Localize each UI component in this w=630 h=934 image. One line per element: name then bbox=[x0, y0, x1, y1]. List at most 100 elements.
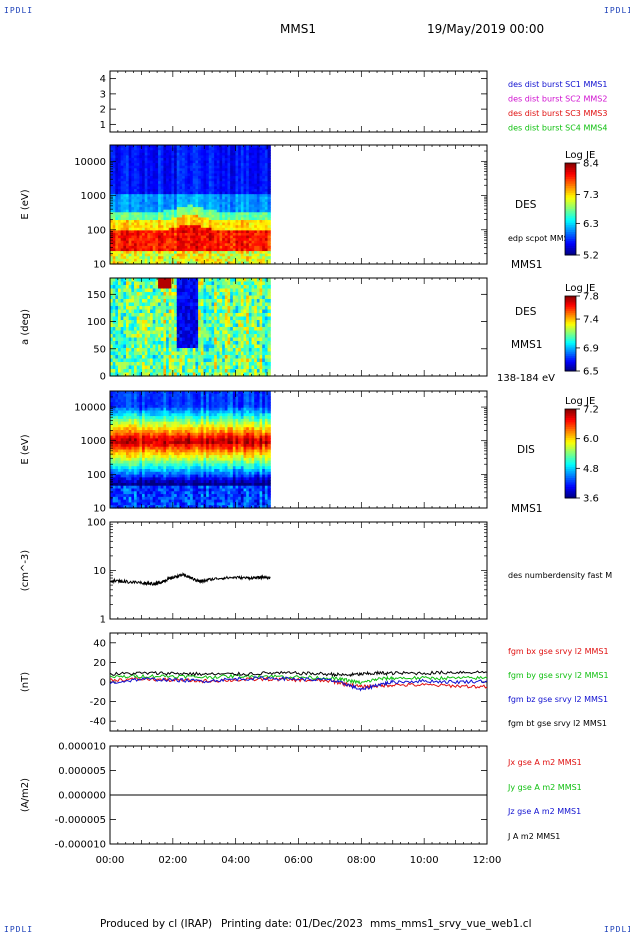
spectrogram-cell bbox=[264, 227, 269, 231]
spectrogram-cell bbox=[206, 330, 210, 335]
spectrogram-cell bbox=[163, 369, 167, 374]
spectrogram-cell bbox=[174, 157, 178, 162]
spectrogram-cell bbox=[224, 243, 229, 247]
y-tick-label: 100 bbox=[87, 225, 106, 236]
spectrogram-cell bbox=[182, 285, 186, 290]
spectrogram-cell bbox=[206, 170, 210, 175]
spectrogram-cell bbox=[256, 306, 261, 311]
spectrogram-cell bbox=[198, 372, 202, 377]
spectrogram-cell bbox=[168, 173, 173, 177]
spectrogram-cell bbox=[206, 292, 210, 297]
spectrogram-cell bbox=[222, 256, 226, 260]
spectrogram-cell bbox=[208, 295, 213, 300]
spectrogram-cell bbox=[198, 176, 202, 180]
spectrogram-cell bbox=[115, 186, 119, 190]
spectrogram-cell bbox=[120, 147, 124, 151]
spectrogram-cell bbox=[163, 330, 167, 335]
spectrogram-cell bbox=[163, 348, 167, 353]
spectrogram-cell bbox=[224, 220, 229, 224]
spectrogram-cell bbox=[155, 251, 159, 255]
spectrogram-cell bbox=[166, 299, 170, 304]
spectrogram-cell bbox=[128, 348, 132, 353]
spectrogram-cell bbox=[214, 235, 218, 239]
spectrogram-cell bbox=[235, 165, 239, 169]
spectrogram-cell bbox=[139, 344, 143, 349]
spectrogram-cell bbox=[150, 204, 154, 208]
spectrogram-cell bbox=[131, 358, 135, 363]
spectrogram-cell bbox=[150, 170, 154, 175]
spectrogram-cell bbox=[126, 150, 130, 154]
spectrogram-cell bbox=[171, 238, 175, 242]
spectrogram-cell bbox=[256, 248, 261, 252]
spectrogram-cell bbox=[203, 238, 207, 242]
spectrogram-cell bbox=[131, 176, 135, 180]
spectrogram-cell bbox=[155, 235, 159, 239]
spectrogram-cell bbox=[118, 306, 122, 311]
spectrogram-cell bbox=[222, 281, 226, 286]
spectrogram-cell bbox=[134, 150, 138, 154]
spectrogram-cell bbox=[211, 165, 215, 169]
spectrogram-cell bbox=[222, 204, 226, 208]
spectrogram-cell bbox=[216, 220, 221, 224]
spectrogram-cell bbox=[115, 253, 119, 257]
spectrogram-cell bbox=[182, 355, 186, 360]
spectrogram-cell bbox=[262, 251, 266, 255]
spectrogram-cell bbox=[174, 292, 178, 297]
spectrogram-cell bbox=[120, 212, 124, 216]
spectrogram-cell bbox=[136, 365, 140, 370]
spectrogram-cell bbox=[128, 337, 132, 342]
spectrogram-cell bbox=[163, 165, 167, 169]
spectrogram-cell bbox=[144, 344, 148, 349]
spectrogram-cell bbox=[227, 281, 231, 286]
spectrogram-cell bbox=[168, 316, 173, 321]
spectrogram-cell bbox=[219, 302, 223, 307]
spectrogram-cell bbox=[227, 253, 231, 257]
spectrogram-cell bbox=[216, 306, 221, 311]
spectrogram-cell bbox=[208, 240, 213, 244]
spectrogram-cell bbox=[136, 288, 140, 293]
spectrogram-cell bbox=[163, 217, 167, 221]
spectrogram-cell bbox=[110, 220, 114, 224]
spectrogram-cell bbox=[134, 176, 138, 180]
spectrogram-cell bbox=[256, 238, 261, 242]
colorbar-tick-label: 7.3 bbox=[583, 190, 599, 201]
spectrogram-cell bbox=[110, 232, 114, 237]
spectrogram-cell bbox=[150, 348, 154, 353]
spectrogram-cell bbox=[251, 204, 255, 208]
spectrogram-cell bbox=[203, 258, 207, 263]
spectrogram-cell bbox=[238, 369, 242, 374]
spectrogram-cell bbox=[230, 309, 234, 314]
spectrogram-cell bbox=[168, 261, 173, 265]
spectrogram-cell bbox=[115, 183, 119, 187]
spectrogram-cell bbox=[128, 295, 132, 300]
spectrogram-cell bbox=[227, 288, 231, 293]
colorbar-cell bbox=[565, 176, 576, 180]
spectrogram-cell bbox=[192, 251, 197, 255]
spectrogram-cell bbox=[214, 178, 218, 182]
spectrogram-cell bbox=[206, 207, 210, 211]
spectrogram-cell bbox=[150, 362, 154, 367]
spectrogram-cell bbox=[256, 176, 261, 180]
spectrogram-cell bbox=[147, 201, 151, 206]
spectrogram-cell bbox=[254, 225, 258, 229]
spectrogram-cell bbox=[190, 204, 194, 208]
colorbar-cell bbox=[565, 204, 576, 208]
spectrogram-cell bbox=[171, 225, 175, 229]
spectrogram-cell bbox=[243, 199, 247, 203]
spectrogram-cell bbox=[200, 152, 205, 156]
spectrogram-cell bbox=[120, 306, 124, 311]
spectrogram-cell bbox=[195, 285, 199, 290]
spectrogram-cell bbox=[198, 365, 202, 370]
corner-label-top-right: IPDLI bbox=[604, 6, 630, 15]
spectrogram-cell bbox=[240, 220, 245, 224]
spectrogram-cell bbox=[264, 152, 269, 156]
spectrogram-cell bbox=[142, 302, 146, 307]
spectrogram-cell bbox=[152, 348, 156, 353]
spectrogram-cell bbox=[216, 292, 221, 297]
spectrogram-cell bbox=[230, 362, 234, 367]
spectrogram-cell bbox=[232, 181, 237, 185]
spectrogram-cell bbox=[259, 183, 263, 187]
spectrogram-cell bbox=[211, 160, 215, 164]
spectrogram-cell bbox=[214, 155, 218, 159]
spectrogram-cell bbox=[248, 323, 253, 328]
